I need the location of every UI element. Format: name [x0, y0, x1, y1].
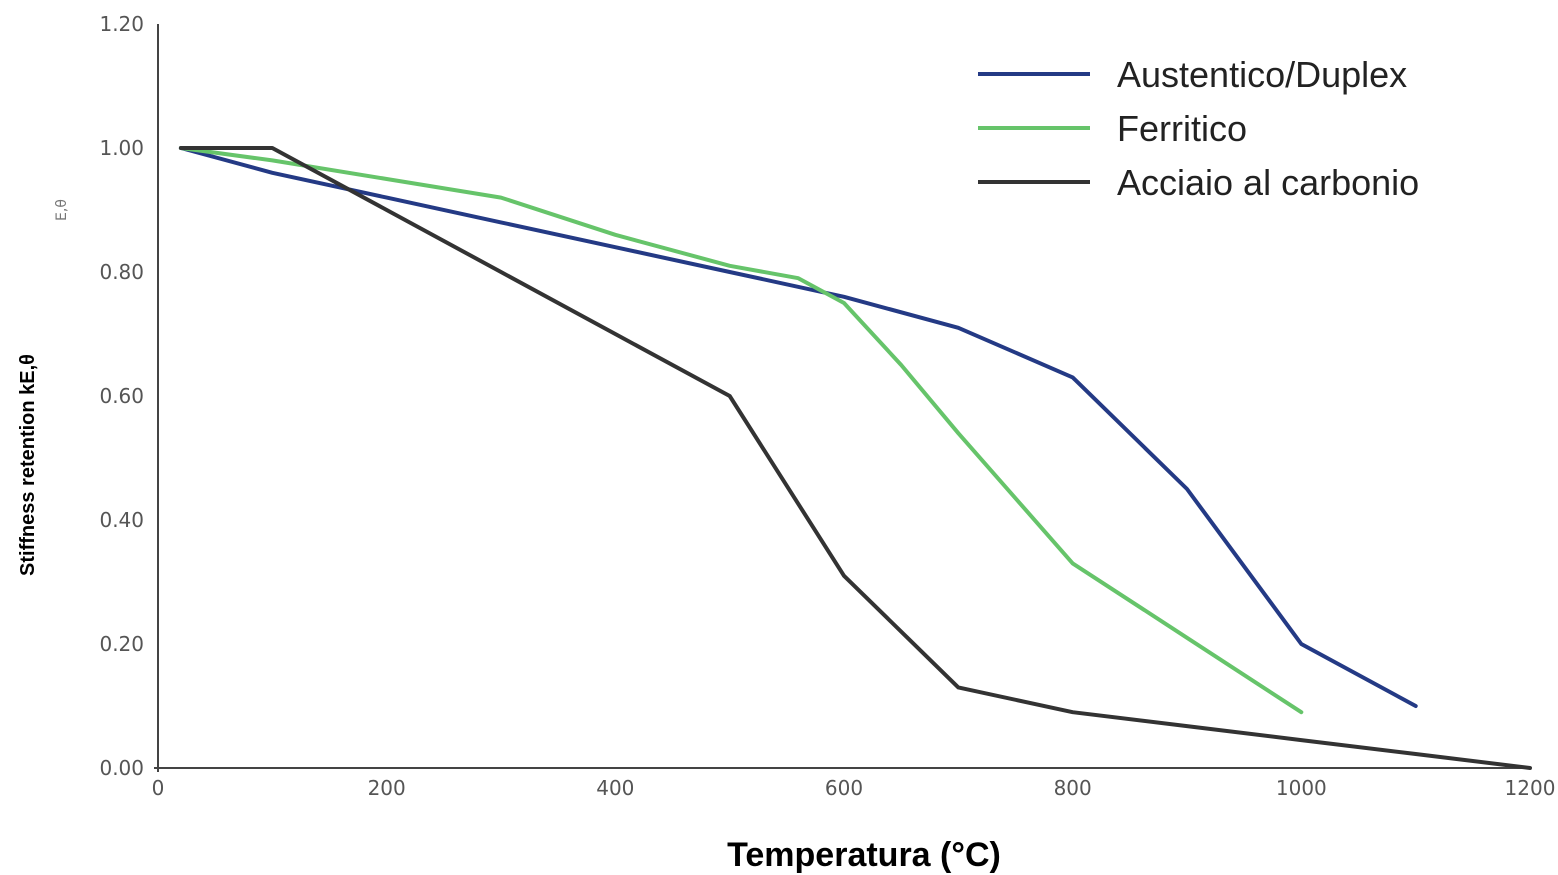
y-tick-label: 1.20: [99, 12, 144, 36]
axes: [154, 24, 1530, 772]
legend-label-2: Acciaio al carbonio: [1117, 162, 1419, 203]
x-tick-label: 1200: [1505, 776, 1556, 800]
series-line-0: [178, 146, 1418, 708]
y-axis-sublabel: E,θ: [54, 199, 70, 221]
y-axis-label: Stiffness retention kE,θ: [17, 354, 39, 576]
y-tick-label: 1.00: [99, 136, 144, 160]
x-tick-label: 200: [368, 776, 406, 800]
y-tick-label: 0.40: [99, 508, 144, 532]
legend: Austentico/Duplex Ferritico Acciaio al car…: [978, 54, 1419, 203]
x-tick-label: 800: [1054, 776, 1092, 800]
x-tick-label: 1000: [1276, 776, 1327, 800]
x-axis-label: Temperatura (°C): [727, 836, 1001, 874]
x-tick-label: 0: [152, 776, 165, 800]
y-tick-label: 0.60: [99, 384, 144, 408]
legend-label-1: Ferritico: [1117, 108, 1247, 149]
series-line-1: [178, 146, 1304, 715]
y-tick-label: 0.20: [99, 632, 144, 656]
x-tick-label: 600: [825, 776, 863, 800]
x-tick-labels: 0 200 400 600 800 1000 1200: [152, 776, 1556, 800]
legend-label-0: Austentico/Duplex: [1117, 54, 1407, 95]
series-lines: [178, 146, 1532, 770]
y-tick-label: 0.00: [99, 756, 144, 780]
y-tick-labels: 0.00 0.20 0.40 0.60 0.80 1.00 1.20: [99, 12, 144, 780]
series-line-2: [178, 146, 1532, 770]
y-tick-label: 0.80: [99, 260, 144, 284]
x-tick-label: 400: [596, 776, 634, 800]
